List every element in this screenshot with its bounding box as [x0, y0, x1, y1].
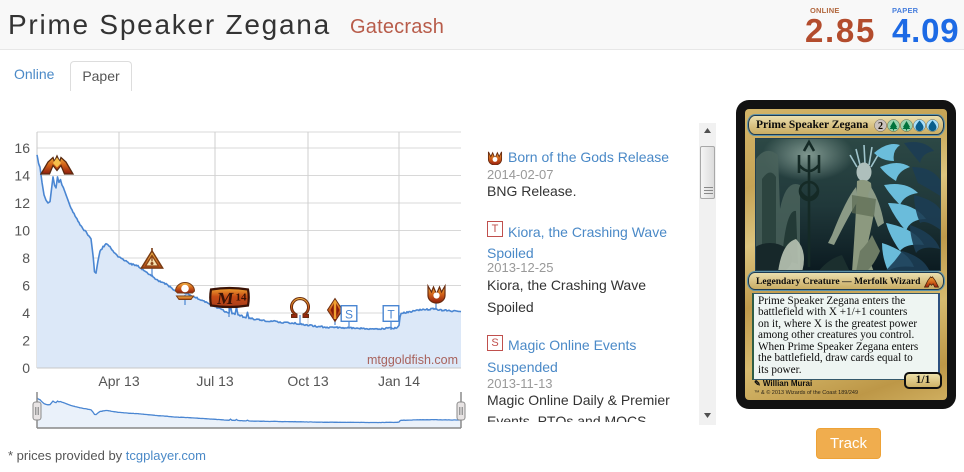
svg-text:Jan 14: Jan 14 — [378, 373, 420, 389]
svg-text:2: 2 — [878, 121, 883, 132]
svg-text:8: 8 — [22, 250, 30, 266]
svg-text:T: T — [387, 307, 395, 321]
svg-text:14: 14 — [14, 168, 30, 184]
svg-text:Apr 13: Apr 13 — [98, 373, 139, 389]
svg-text:2: 2 — [22, 333, 30, 349]
svg-text:4: 4 — [22, 305, 30, 321]
svg-text:Jul 13: Jul 13 — [196, 373, 234, 389]
svg-text:S: S — [345, 307, 353, 321]
svg-text:12: 12 — [14, 195, 30, 211]
svg-text:14: 14 — [236, 292, 248, 304]
svg-text:mtggoldfish.com: mtggoldfish.com — [367, 353, 458, 367]
svg-text:0: 0 — [22, 360, 30, 376]
svg-text:16: 16 — [14, 140, 30, 156]
svg-text:Oct 13: Oct 13 — [287, 373, 328, 389]
svg-text:6: 6 — [22, 278, 30, 294]
svg-text:10: 10 — [14, 223, 30, 239]
svg-text:M: M — [216, 289, 235, 308]
